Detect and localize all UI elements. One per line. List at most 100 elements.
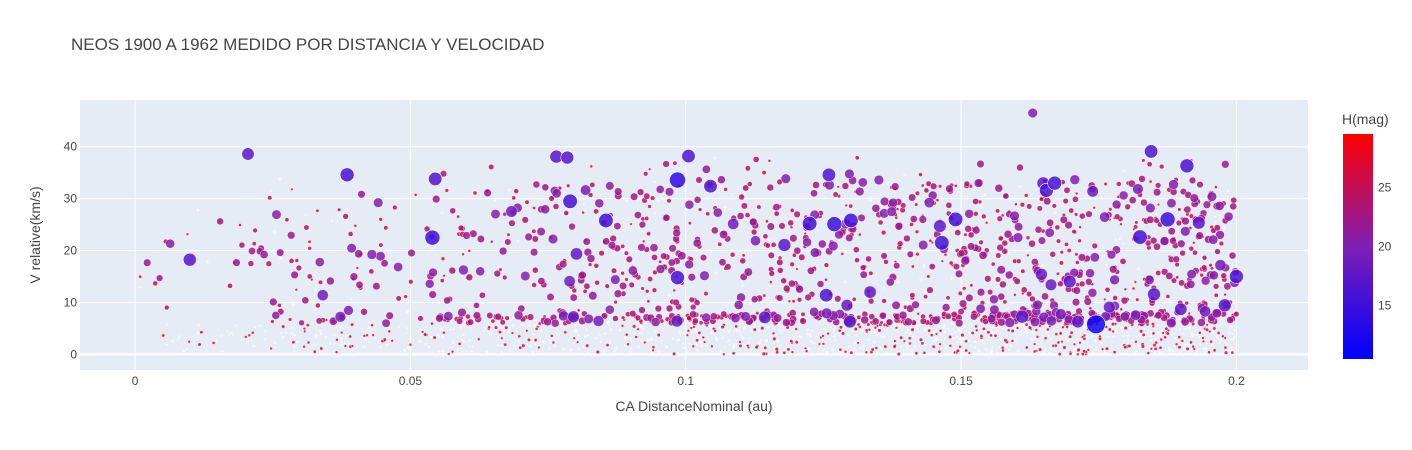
scatter-point[interactable] [1174,262,1180,268]
scatter-point[interactable] [563,330,568,335]
scatter-point[interactable] [226,330,229,333]
scatter-point[interactable] [554,345,557,348]
scatter-point[interactable] [915,252,920,257]
scatter-point[interactable] [836,185,840,189]
scatter-point[interactable] [572,336,576,340]
scatter-point[interactable] [1144,144,1159,159]
scatter-point[interactable] [241,147,255,161]
scatter-point[interactable] [1221,346,1224,349]
scatter-point[interactable] [777,238,791,252]
scatter-point[interactable] [1086,185,1099,198]
scatter-point[interactable] [220,334,223,337]
scatter-point[interactable] [1001,239,1008,247]
scatter-point[interactable] [503,342,508,347]
scatter-point[interactable] [428,171,443,186]
scatter-point[interactable] [527,338,531,342]
scatter-point[interactable] [577,347,580,350]
scatter-point[interactable] [864,350,868,354]
scatter-point[interactable] [581,210,585,215]
scatter-point[interactable] [1205,342,1208,345]
scatter-point[interactable] [686,329,690,333]
scatter-point[interactable] [611,267,617,274]
scatter-point[interactable] [662,213,671,222]
scatter-point[interactable] [424,343,427,346]
scatter-point[interactable] [871,317,880,326]
scatter-point[interactable] [490,333,493,336]
scatter-point[interactable] [1032,332,1035,335]
scatter-point[interactable] [713,156,717,160]
scatter-point[interactable] [720,310,728,318]
scatter-point[interactable] [303,329,307,333]
scatter-point[interactable] [910,325,913,328]
scatter-point[interactable] [629,347,632,350]
scatter-point[interactable] [586,254,596,263]
scatter-point[interactable] [1205,327,1209,332]
scatter-point[interactable] [871,331,875,335]
scatter-point[interactable] [165,238,175,249]
scatter-point[interactable] [293,334,296,337]
scatter-point[interactable] [1220,272,1227,279]
scatter-point[interactable] [962,349,965,352]
scatter-point[interactable] [718,326,721,330]
scatter-point[interactable] [983,193,986,196]
scatter-point[interactable] [1230,350,1235,355]
scatter-point[interactable] [670,314,684,328]
scatter-point[interactable] [291,340,296,345]
scatter-point[interactable] [1072,342,1077,346]
scatter-point[interactable] [563,275,576,288]
scatter-point[interactable] [841,352,844,355]
scatter-point[interactable] [1189,348,1192,351]
scatter-point[interactable] [650,195,656,201]
scatter-point[interactable] [1222,226,1225,230]
scatter-point[interactable] [1017,350,1020,353]
scatter-point[interactable] [737,329,740,332]
scatter-point[interactable] [886,332,889,335]
scatter-point[interactable] [816,280,825,288]
scatter-point[interactable] [921,183,925,188]
scatter-point[interactable] [957,329,961,333]
scatter-point[interactable] [930,182,938,190]
scatter-point[interactable] [1105,346,1109,351]
scatter-point[interactable] [829,326,832,329]
scatter-point[interactable] [536,227,546,237]
scatter-point[interactable] [1198,342,1202,346]
scatter-point[interactable] [1078,280,1086,288]
scatter-point[interactable] [496,344,499,347]
scatter-point[interactable] [1001,348,1005,353]
scatter-point[interactable] [457,224,465,232]
scatter-point[interactable] [303,224,310,231]
scatter-point[interactable] [521,216,529,224]
scatter-point[interactable] [1002,299,1008,305]
scatter-point[interactable] [792,338,795,341]
scatter-point[interactable] [1199,353,1202,356]
scatter-point[interactable] [499,247,508,256]
scatter-point[interactable] [1067,339,1070,342]
scatter-point[interactable] [762,233,769,240]
scatter-point[interactable] [1111,329,1115,334]
scatter-point[interactable] [1118,237,1121,240]
scatter-point[interactable] [1199,272,1204,278]
scatter-point[interactable] [781,325,785,328]
scatter-point[interactable] [986,352,989,355]
scatter-point[interactable] [993,333,998,338]
scatter-point[interactable] [780,331,783,334]
scatter-point[interactable] [935,198,940,202]
scatter-point[interactable] [534,343,537,346]
scatter-point[interactable] [958,337,961,340]
scatter-point[interactable] [891,182,900,191]
scatter-point[interactable] [533,333,536,336]
scatter-point[interactable] [1076,352,1080,356]
scatter-point[interactable] [867,298,875,305]
scatter-point[interactable] [999,280,1007,289]
scatter-point[interactable] [512,345,515,348]
scatter-point[interactable] [1217,337,1220,340]
scatter-point[interactable] [1148,324,1152,328]
scatter-point[interactable] [741,253,746,258]
scatter-point[interactable] [1015,326,1020,330]
scatter-point[interactable] [293,350,296,353]
scatter-point[interactable] [1009,344,1013,347]
scatter-point[interactable] [1208,234,1219,245]
scatter-point[interactable] [550,318,560,328]
scatter-point[interactable] [917,323,921,327]
scatter-point[interactable] [353,224,357,228]
